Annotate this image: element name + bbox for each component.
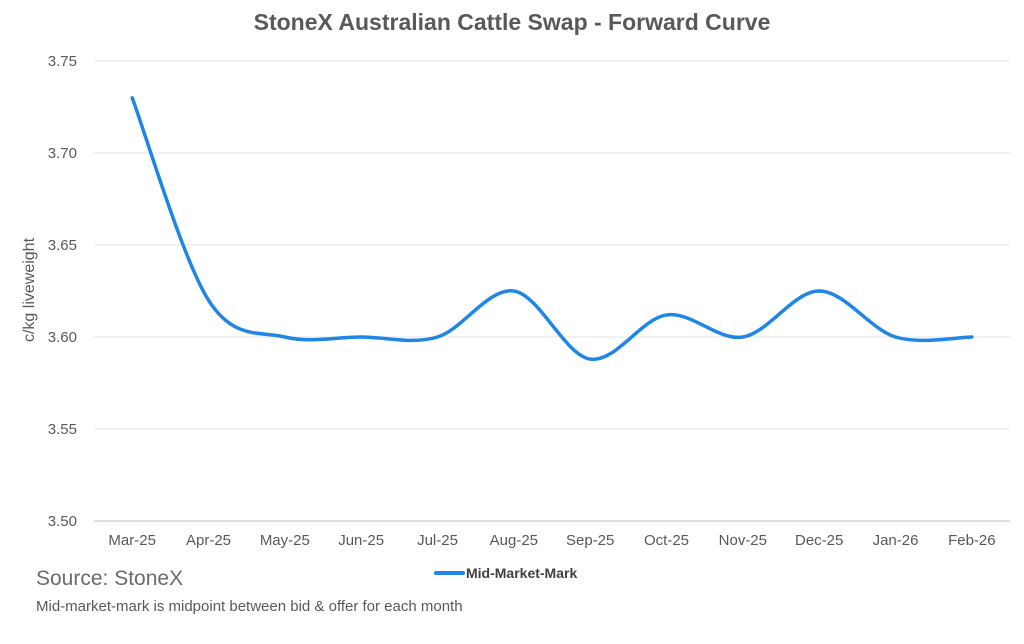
x-axis-ticks: Mar-25 Apr-25 May-25 Jun-25 Jul-25 Aug-25 Sep-… <box>108 532 995 549</box>
y-tick-label: 3.65 <box>48 237 77 254</box>
y-axis-ticks: 3.50 3.55 3.60 3.65 3.70 3.75 <box>48 53 77 530</box>
series-line <box>130 96 974 361</box>
x-tick-label: Jun-25 <box>338 532 384 549</box>
legend: Mid-Market-Mark <box>434 565 577 581</box>
x-tick-label: Mar-25 <box>108 532 156 549</box>
footnote-text: Mid-market-mark is midpoint between bid … <box>36 598 463 615</box>
x-tick-label: May-25 <box>260 532 310 549</box>
y-axis-title: c/kg liveweight <box>21 237 38 342</box>
y-tick-label: 3.55 <box>48 421 77 438</box>
x-tick-label: Apr-25 <box>186 532 231 549</box>
x-tick-label: Dec-25 <box>795 532 843 549</box>
y-tick-label: 3.60 <box>48 329 77 346</box>
x-tick-label: Aug-25 <box>490 532 538 549</box>
series-layer <box>130 96 974 361</box>
x-tick-label: Sep-25 <box>566 532 614 549</box>
x-tick-label: Oct-25 <box>644 532 689 549</box>
chart-title: StoneX Australian Cattle Swap - Forward … <box>253 9 771 35</box>
x-tick-label: Jul-25 <box>417 532 458 549</box>
x-tick-label: Jan-26 <box>873 532 919 549</box>
legend-label: Mid-Market-Mark <box>466 565 577 581</box>
x-tick-label: Feb-26 <box>948 532 996 549</box>
source-text: Source: StoneX <box>36 567 184 590</box>
x-tick-label: Nov-25 <box>719 532 767 549</box>
y-tick-label: 3.75 <box>48 53 77 70</box>
y-tick-label: 3.50 <box>48 513 77 530</box>
gridlines <box>94 60 1010 522</box>
y-tick-label: 3.70 <box>48 145 77 162</box>
